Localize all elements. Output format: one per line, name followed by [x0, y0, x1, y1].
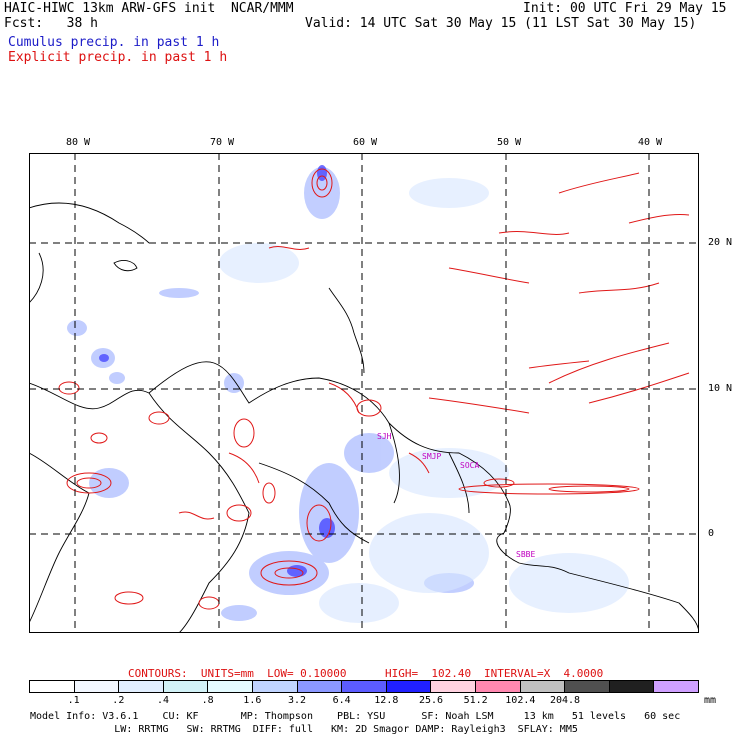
lat-label-10n: 10 N	[708, 383, 733, 394]
legend-tick-label: 51.2	[463, 695, 488, 706]
station-sbbe: SBBE	[516, 550, 536, 559]
legend-swatch	[342, 681, 387, 692]
legend-swatch	[163, 681, 209, 692]
lon-label-50w: 50 W	[497, 137, 522, 148]
color-legend	[29, 680, 699, 693]
legend-tick-label: 6.4	[332, 695, 351, 706]
lon-label-80w: 80 W	[66, 137, 91, 148]
legend-swatch	[208, 681, 253, 692]
precip-map	[29, 153, 699, 633]
station-sjh: SJH	[377, 432, 392, 441]
legend-tick-label: 3.2	[287, 695, 307, 706]
legend-tick-label: 102.4	[505, 695, 536, 706]
explicit-precip-contours	[58, 168, 690, 610]
legend-tick-label: .4	[156, 695, 170, 706]
legend-tick-label: 204.8	[549, 695, 581, 706]
forecast-hours: Fcst: 38 h	[4, 16, 98, 31]
contour-units: CONTOURS: UNITS=mm LOW= 0.10000	[128, 667, 347, 680]
lon-label-60w: 60 W	[353, 137, 378, 148]
legend-swatch	[520, 681, 566, 692]
legend-tick-label: 12.8	[374, 695, 399, 706]
contour-interval: INTERVAL=X 4.0000	[484, 667, 604, 680]
station-smjp: SMJP	[422, 452, 442, 461]
lon-label-40w: 40 W	[638, 137, 663, 148]
legend-swatch	[609, 681, 655, 692]
legend-swatch	[654, 681, 698, 692]
legend-tick-label: 1.6	[243, 695, 262, 706]
model-info-line2: LW: RRTMG SW: RRTMG DIFF: full KM: 2D Sm…	[30, 724, 578, 735]
coastlines	[29, 202, 699, 633]
cumulus-label: Cumulus precip. in past 1 h	[8, 35, 220, 50]
explicit-label: Explicit precip. in past 1 h	[8, 50, 228, 65]
lat-label-20n: 20 N	[708, 237, 733, 248]
title-left: HAIC-HIWC 13km ARW-GFS init NCAR/MMM	[4, 1, 294, 16]
legend-swatch	[431, 681, 476, 692]
lat-label-0: 0	[708, 528, 715, 539]
legend-swatch	[297, 681, 343, 692]
legend-swatch	[74, 681, 120, 692]
legend-swatch	[252, 681, 298, 692]
legend-tick-label: .1	[67, 695, 80, 706]
legend-swatch	[386, 681, 432, 692]
legend-swatch	[30, 681, 75, 692]
station-soca: SOCA	[460, 461, 480, 470]
legend-swatch	[119, 681, 164, 692]
legend-unit: mm	[704, 695, 717, 706]
legend-swatch	[475, 681, 521, 692]
model-info-line1: Model Info: V3.6.1 CU: KF MP: Thompson P…	[30, 711, 681, 722]
legend-swatch	[565, 681, 610, 692]
lon-label-70w: 70 W	[210, 137, 235, 148]
legend-tick-label: .2	[112, 695, 125, 706]
init-time: Init: 00 UTC Fri 29 May 15	[523, 1, 727, 16]
valid-time: Valid: 14 UTC Sat 30 May 15 (11 LST Sat …	[305, 16, 697, 31]
legend-tick-label: .8	[201, 695, 214, 706]
lat-lon-grid	[29, 153, 699, 633]
legend-tick-label: 25.6	[418, 695, 444, 706]
contour-high: HIGH= 102.40	[385, 667, 472, 680]
